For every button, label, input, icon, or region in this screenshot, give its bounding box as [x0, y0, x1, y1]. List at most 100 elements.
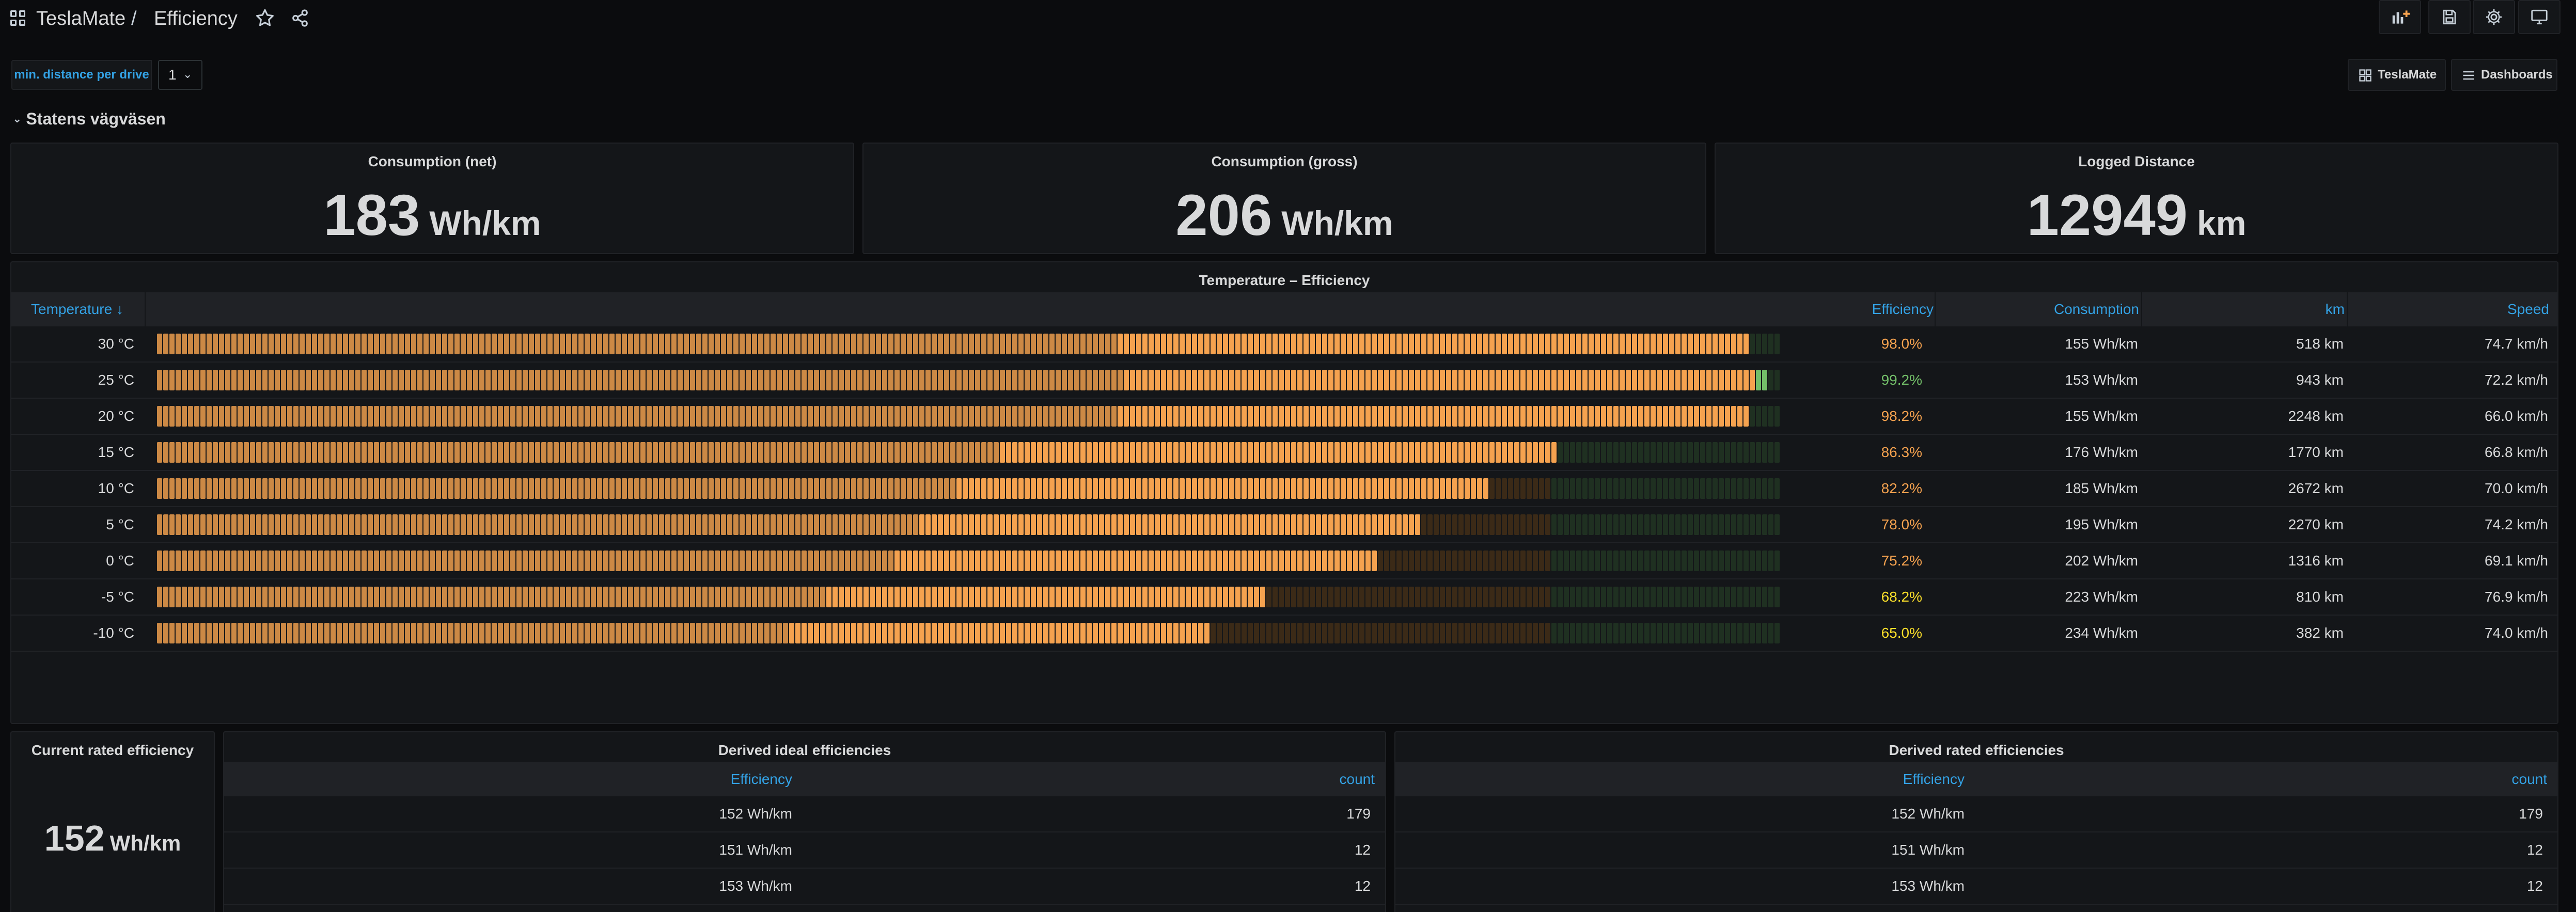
gauge-segment	[1700, 406, 1705, 427]
gauge-segment	[163, 406, 168, 427]
gauge-segment	[1049, 442, 1055, 463]
min-distance-select[interactable]: 1 ⌄	[158, 60, 202, 90]
gauge-segment	[634, 442, 639, 463]
gauge-segment	[640, 551, 646, 571]
gauge-segment	[200, 370, 206, 390]
share-icon[interactable]	[289, 7, 311, 29]
gauge-segment	[1111, 623, 1117, 643]
gauge-segment	[337, 587, 342, 607]
gauge-segment	[1669, 587, 1674, 607]
row-header-statens-vagvasen[interactable]: ⌄ Statens vägväsen	[12, 107, 166, 132]
gauge-segment	[1564, 406, 1569, 427]
gauge-segment	[380, 478, 385, 499]
gauge-segment	[1266, 334, 1271, 354]
gauge-segment	[678, 623, 683, 643]
column-header-efficiency[interactable]: Efficiency	[1903, 771, 1965, 787]
gauge-segment	[857, 406, 862, 427]
gauge-segment	[1396, 370, 1402, 390]
dashboard-title[interactable]: Efficiency	[154, 8, 238, 29]
gauge-segment	[1489, 587, 1495, 607]
save-dashboard-button[interactable]	[2428, 0, 2471, 34]
column-header-efficiency[interactable]: Efficiency	[1872, 301, 1934, 317]
gauge-segment	[312, 478, 317, 499]
gauge-segment	[1186, 587, 1191, 607]
gauge-segment	[1037, 587, 1042, 607]
gauge-segment	[1725, 478, 1730, 499]
gauge-segment	[1136, 514, 1141, 535]
gauge-segment	[1601, 514, 1606, 535]
gauge-segment	[1031, 587, 1036, 607]
gauge-segment	[1477, 587, 1482, 607]
gauge-segment	[1316, 334, 1321, 354]
derived-rated-efficiencies-panel: Derived rated efficiencies Efficiency co…	[1394, 731, 2558, 912]
table-row: 152 Wh/km 179	[224, 796, 1385, 832]
gauge-segment	[907, 551, 912, 571]
gauge-segment	[1564, 551, 1569, 571]
gauge-segment	[944, 478, 949, 499]
gauge-segment	[461, 406, 466, 427]
gauge-segment	[1372, 370, 1377, 390]
gauge-segment	[808, 514, 813, 535]
add-panel-button[interactable]	[2379, 0, 2421, 34]
gauge-segment	[1651, 370, 1656, 390]
gauge-segment	[1620, 514, 1625, 535]
gauge-segment	[238, 442, 243, 463]
gauge-segment	[182, 370, 187, 390]
column-header-consumption[interactable]: Consumption	[2054, 301, 2139, 317]
dashboard-grid-icon[interactable]	[10, 10, 26, 26]
gauge-segment	[1260, 587, 1265, 607]
gauge-segment	[1502, 478, 1507, 499]
gauge-segment	[603, 587, 608, 607]
gauge-segment	[1396, 478, 1402, 499]
gauge-segment	[306, 587, 311, 607]
cycle-view-mode-button[interactable]	[2518, 0, 2561, 34]
panel-title: Derived ideal efficiencies	[718, 742, 891, 758]
gauge-segment	[1582, 370, 1588, 390]
gauge-segment	[498, 478, 503, 499]
gauge-segment	[1508, 478, 1513, 499]
cell-speed: 74.7 km/h	[2485, 336, 2548, 352]
gauge-segment	[1502, 551, 1507, 571]
column-header-count[interactable]: count	[2511, 771, 2548, 787]
gauge-segment	[417, 587, 422, 607]
breadcrumb-folder[interactable]: TeslaMate	[36, 8, 126, 29]
gauge-segment	[1489, 334, 1495, 354]
column-header-speed[interactable]: Speed	[2507, 301, 2549, 317]
gauge-segment	[826, 623, 831, 643]
column-header-efficiency[interactable]: Efficiency	[730, 771, 792, 787]
gauge-segment	[498, 587, 503, 607]
column-header-count[interactable]: count	[1339, 771, 1375, 787]
gauge-segment	[188, 623, 193, 643]
gauge-segment	[1669, 478, 1674, 499]
gauge-segment	[1130, 334, 1135, 354]
star-icon[interactable]	[254, 7, 276, 29]
gauge-segment	[678, 406, 683, 427]
gauge-segment	[516, 551, 522, 571]
gauge-segment	[1365, 406, 1371, 427]
gauge-segment	[1694, 478, 1699, 499]
gauge-segment	[1700, 551, 1705, 571]
gauge-segment	[1297, 551, 1302, 571]
gauge-segment	[1136, 334, 1141, 354]
column-header-km[interactable]: km	[2325, 301, 2345, 317]
gauge-segment	[888, 370, 893, 390]
gauge-segment	[814, 478, 819, 499]
gauge-segment	[504, 370, 509, 390]
gauge-segment	[684, 334, 689, 354]
gauge-segment	[479, 587, 484, 607]
gauge-segment	[1446, 587, 1451, 607]
teslamate-link-button[interactable]: TeslaMate	[2348, 59, 2446, 91]
gauge-segment	[1502, 623, 1507, 643]
dashboards-link-button[interactable]: Dashboards	[2451, 59, 2557, 91]
gauge-segment	[1669, 514, 1674, 535]
gauge-segment	[392, 334, 398, 354]
gauge-segment	[1669, 406, 1674, 427]
gauge-segment	[300, 370, 305, 390]
gauge-segment	[1458, 442, 1464, 463]
gauge-segment	[901, 551, 906, 571]
gauge-segment	[1118, 623, 1123, 643]
column-header-temperature[interactable]: Temperature ↓	[31, 301, 123, 317]
gauge-segment	[1452, 478, 1457, 499]
dashboard-settings-button[interactable]	[2473, 0, 2515, 34]
gauge-segment	[1756, 334, 1761, 354]
